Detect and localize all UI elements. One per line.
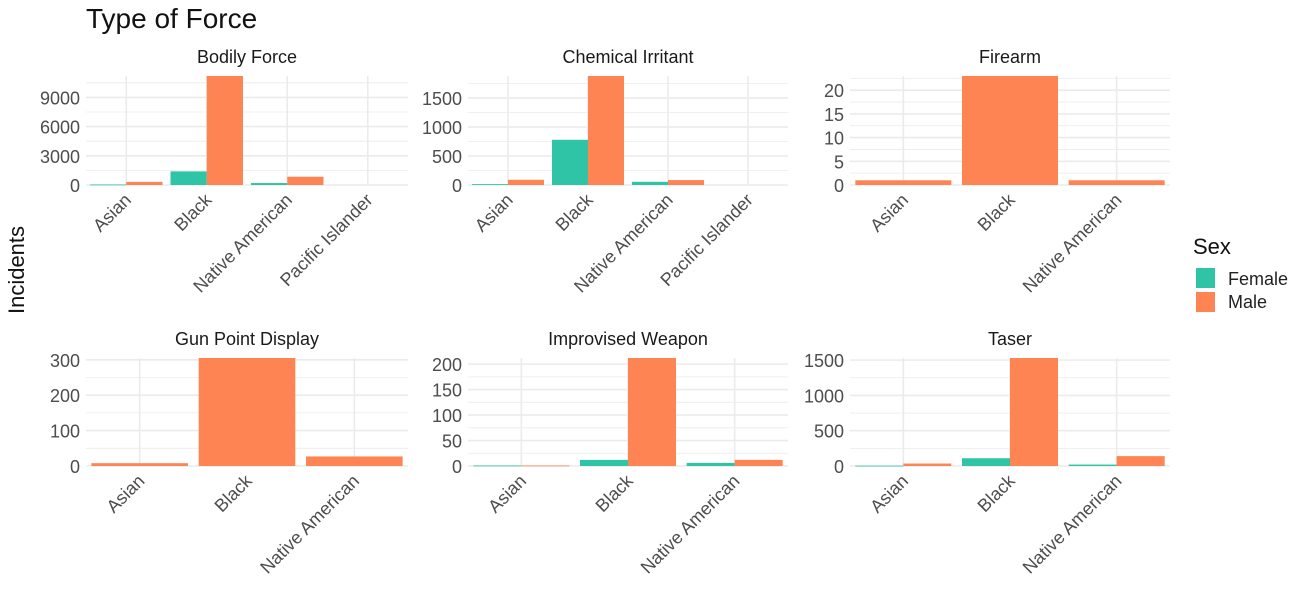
bar-female-asian (855, 465, 904, 467)
bar-female-asian (90, 184, 127, 186)
bar-male-asian (521, 465, 570, 467)
bar-female-black (962, 458, 1010, 466)
bar-female-native-american (686, 462, 735, 466)
bar-male-black (198, 358, 296, 466)
y-tick-label: 0 (452, 457, 462, 477)
bar-male-native-american (306, 456, 403, 466)
bar-female-asian (473, 465, 522, 467)
x-tick-label: Black (974, 189, 1020, 235)
bar-male-asian (91, 463, 188, 466)
panel-taser: 0 500 1000 1500 Taser Asian Black Native Americ… (804, 329, 1170, 578)
legend-label-male: Male (1228, 292, 1267, 312)
bar-female-native-american (251, 183, 288, 185)
y-tick-label: 500 (814, 422, 844, 442)
y-tick-label: 6000 (40, 118, 80, 138)
chart-title: Type of Force (86, 3, 257, 34)
y-axis-label: Incidents (4, 226, 29, 314)
bar-female-black (552, 139, 588, 185)
legend-swatch-male (1196, 292, 1215, 312)
y-tick-label: 20 (824, 81, 844, 101)
bar-female-native-american (632, 181, 668, 185)
bar-female-asian (472, 184, 508, 185)
bar-male-asian (855, 180, 952, 185)
y-tick-label: 150 (432, 381, 462, 401)
y-tick-label: 200 (50, 386, 80, 406)
panel-improvised-weapon: 0 50 100 150 200 Improvised Weapon Asian Black N… (432, 329, 788, 578)
y-tick-label: 100 (50, 422, 80, 442)
y-tick-label: 0 (834, 176, 844, 196)
y-tick-label: 3000 (40, 147, 80, 167)
y-tick-label: 1000 (804, 386, 844, 406)
x-tick-label: Black (170, 189, 216, 235)
panel-title: Improvised Weapon (548, 329, 708, 349)
legend-label-female: Female (1228, 269, 1288, 289)
bar-female-black (580, 459, 628, 466)
x-tick-label: Native American (256, 471, 363, 578)
panel-title: Bodily Force (197, 47, 297, 67)
y-tick-label: 0 (70, 457, 80, 477)
bar-male-black (628, 358, 676, 466)
x-tick-label: Asian (866, 471, 912, 517)
bar-male-native-american (668, 180, 704, 185)
y-tick-label: 0 (452, 176, 462, 196)
x-tick-label: Asian (471, 190, 517, 236)
bar-male-black (588, 76, 624, 185)
y-tick-label: 5 (834, 152, 844, 172)
y-tick-label: 1500 (804, 351, 844, 371)
legend-title: Sex (1193, 234, 1231, 259)
bar-female-black (170, 171, 207, 185)
y-tick-label: 200 (432, 355, 462, 375)
panel-firearm: 0 5 10 15 20 Firearm Asian Black Native American (824, 47, 1170, 297)
y-tick-label: 100 (432, 406, 462, 426)
x-tick-label: Black (211, 470, 257, 516)
bar-male-native-american (1116, 456, 1165, 466)
y-tick-label: 9000 (40, 88, 80, 108)
y-tick-label: 1500 (422, 89, 462, 109)
y-tick-label: 1000 (422, 118, 462, 138)
panel-gun-point-display: 0 100 200 300 Gun Point Display Asian Black Nat… (50, 329, 408, 578)
y-tick-label: 50 (442, 432, 462, 452)
y-tick-label: 0 (70, 176, 80, 196)
bar-male-black (206, 76, 243, 185)
bar-male-native-american (287, 176, 324, 185)
y-tick-label: 10 (824, 129, 844, 149)
x-tick-label: Asian (866, 190, 912, 236)
bar-male-black (962, 76, 1058, 185)
y-tick-label: 500 (432, 147, 462, 167)
x-tick-label: Native American (637, 471, 744, 578)
legend-swatch-female (1196, 268, 1215, 288)
bar-male-asian (508, 179, 544, 185)
panel-title: Firearm (979, 47, 1041, 67)
x-tick-label: Black (974, 470, 1020, 516)
x-tick-label: Asian (484, 471, 530, 517)
y-tick-label: 15 (824, 105, 844, 125)
bar-male-asian (903, 463, 952, 466)
x-tick-label: Native American (1019, 190, 1126, 297)
x-tick-label: Black (592, 470, 638, 516)
y-tick-label: 300 (50, 351, 80, 371)
panel-title: Taser (988, 329, 1032, 349)
x-tick-label: Black (552, 189, 598, 235)
bar-male-native-american (734, 459, 783, 466)
y-tick-label: 0 (834, 457, 844, 477)
panel-title: Gun Point Display (175, 329, 319, 349)
legend: Sex Female Male (1193, 234, 1288, 312)
x-tick-label: Asian (89, 190, 135, 236)
x-tick-label: Native American (1019, 471, 1126, 578)
x-tick-label: Asian (103, 471, 149, 517)
bar-male-asian (126, 181, 163, 185)
bar-female-native-american (1068, 464, 1117, 466)
bar-male-black (1010, 358, 1058, 466)
bar-male-native-american (1068, 180, 1165, 185)
panel-title: Chemical Irritant (562, 47, 693, 67)
